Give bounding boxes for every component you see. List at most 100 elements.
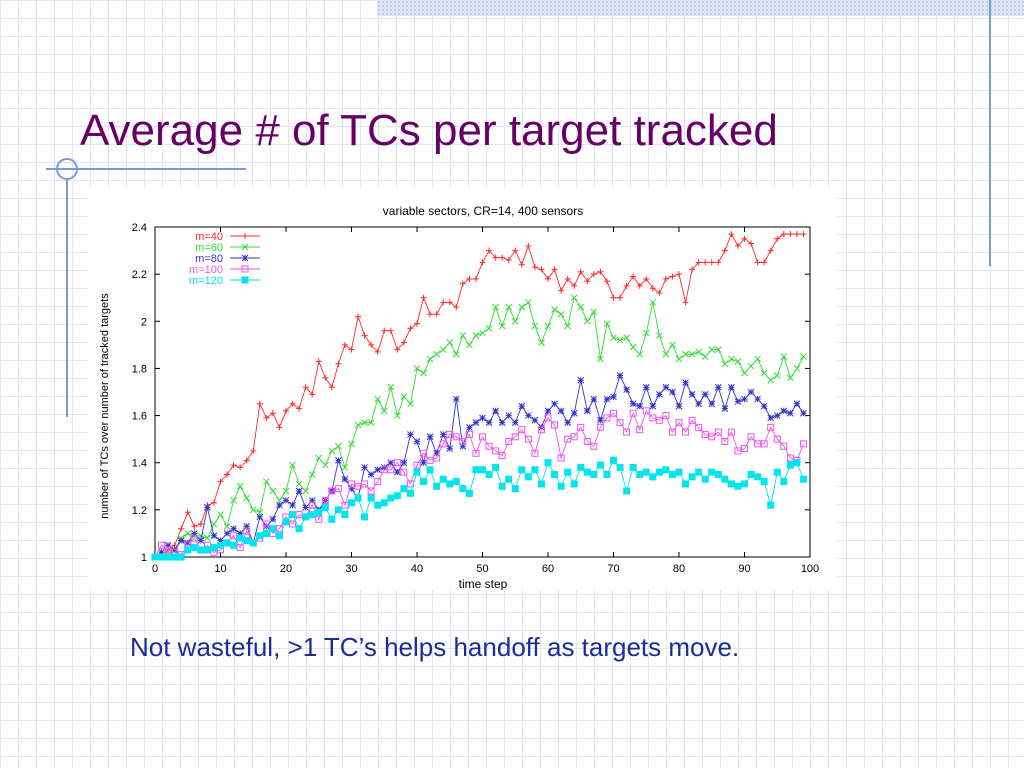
x-tick-label: 40 [411,563,423,575]
data-point-s5 [623,487,631,495]
data-point-s4 [400,468,408,476]
data-point-s3 [505,412,513,419]
data-point-s2 [786,374,794,382]
data-point-s3 [590,395,598,403]
data-point-s2 [701,353,709,360]
data-point-s4 [747,433,755,441]
data-point-s5 [537,480,545,488]
data-point-s5 [531,466,539,474]
data-point-s4 [596,423,604,431]
data-point-s1 [610,294,617,301]
data-point-s5 [682,480,690,488]
data-point-s5 [164,553,172,561]
data-point-s1 [662,275,669,282]
data-point-s2 [295,480,303,488]
data-point-s1 [453,304,460,311]
data-point-s1 [800,231,807,238]
data-point-s4 [308,501,316,509]
data-point-s3 [511,419,519,426]
legend-label-4: m=100 [189,264,223,276]
data-point-s1 [649,285,656,292]
data-point-s4 [190,534,198,542]
data-point-s4 [636,426,644,434]
data-point-s1 [296,405,303,412]
data-point-s3 [662,383,670,391]
data-point-s2 [544,322,552,330]
data-point-s1 [309,391,316,398]
data-point-s5 [564,468,572,476]
data-point-s2 [538,339,545,346]
data-point-s3 [701,391,709,398]
decorative-circle-icon [56,158,78,180]
data-point-s3 [158,548,165,556]
data-point-s2 [341,464,349,471]
data-point-s5 [217,541,224,549]
data-point-s2 [269,487,277,495]
data-point-s3 [413,438,421,445]
data-point-s3 [308,497,316,504]
data-point-s4 [623,428,631,436]
data-point-s5 [524,473,532,481]
data-point-s3 [452,395,460,403]
data-point-s5 [341,511,349,519]
data-point-s5 [452,478,460,486]
data-point-s1 [348,346,355,353]
data-point-s4 [230,532,238,540]
data-point-s4 [452,433,460,441]
data-point-s1 [269,410,276,417]
data-point-s1 [217,478,224,485]
data-point-s1 [597,268,604,275]
data-point-s4 [760,440,768,448]
data-point-s2 [348,440,355,448]
data-point-s5 [406,489,414,497]
data-point-s1 [440,299,447,306]
data-point-s5 [203,546,211,554]
data-point-s2 [230,497,237,504]
data-point-s3 [217,537,224,544]
data-point-s3 [623,386,630,393]
data-point-s5 [485,471,493,478]
data-point-s4 [361,480,369,488]
y-tick-label: 2.2 [132,269,147,281]
data-point-s3 [171,546,179,554]
data-point-s3 [459,442,467,450]
data-point-s5 [741,480,748,488]
data-point-s5 [603,471,611,478]
data-point-s4 [374,478,382,486]
data-point-s1 [341,341,348,348]
data-point-s5 [308,511,316,519]
data-point-s3 [518,402,526,410]
data-point-s4 [577,423,585,431]
data-point-s1 [748,240,755,247]
left-vertical-rule [66,180,68,417]
data-point-s4 [551,421,559,429]
data-point-s1 [603,278,610,285]
data-point-s5 [544,459,552,467]
data-point-s5 [629,463,637,471]
data-point-s1 [322,374,329,381]
data-point-s3 [374,466,382,474]
data-point-s1 [243,457,250,464]
data-point-s5 [557,482,565,490]
data-point-s2 [714,346,722,353]
data-point-s5 [668,471,676,478]
data-point-s1 [630,273,637,280]
data-point-s2 [393,412,401,419]
data-point-s4 [688,416,696,424]
chart-container: variable sectors, CR=14, 400 sensors tim… [88,188,836,590]
x-tick-label: 50 [476,563,488,575]
data-point-s5 [577,463,585,471]
chart-title: variable sectors, CR=14, 400 sensors [383,204,583,218]
data-point-s1 [184,509,191,516]
data-point-s4 [537,426,545,434]
data-point-s1 [571,282,578,289]
data-point-s5 [616,463,624,471]
data-point-s4 [799,440,807,448]
data-point-s3 [597,416,604,424]
data-point-s2 [433,350,441,358]
data-point-s5 [433,482,441,490]
data-point-s5 [780,478,788,486]
data-point-s3 [387,459,395,467]
x-tick-label: 0 [152,563,158,575]
data-point-s5 [472,466,480,474]
